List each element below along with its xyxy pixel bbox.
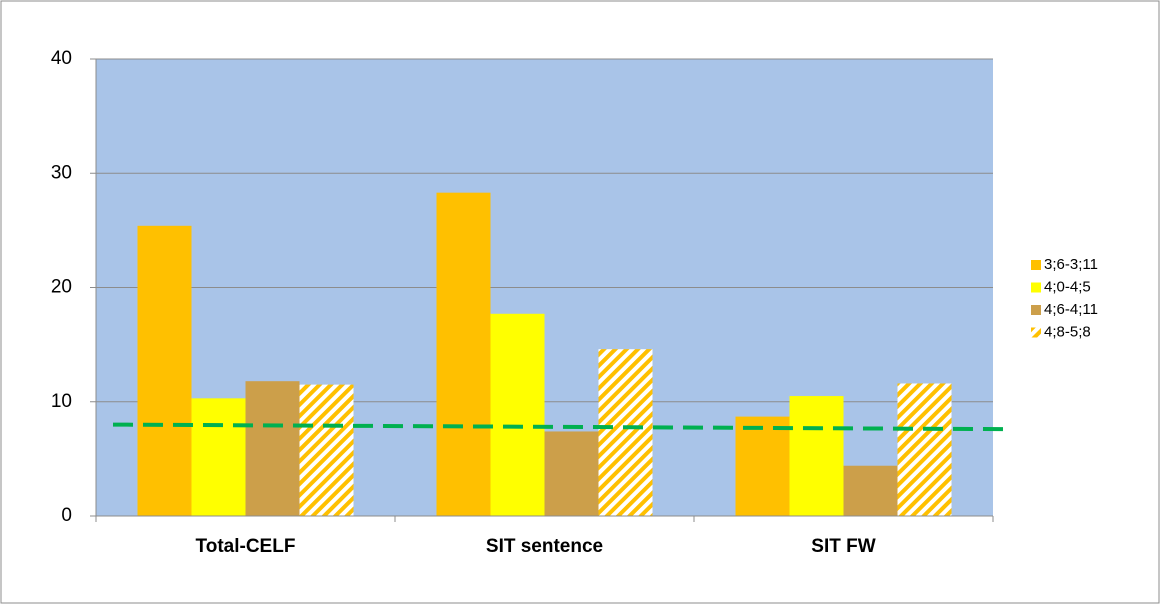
legend-swatch <box>1031 282 1041 293</box>
x-tick-label: SIT FW <box>811 536 875 557</box>
bar <box>490 313 545 516</box>
x-tick-label: SIT sentence <box>486 536 603 557</box>
bar <box>843 465 898 516</box>
legend-swatch <box>1031 305 1041 315</box>
legend-label: 4;6-4;11 <box>1044 301 1098 318</box>
legend-label: 3;6-3;11 <box>1044 256 1098 273</box>
bar <box>598 349 653 516</box>
y-tick-label: 0 <box>61 505 72 526</box>
y-tick-label: 40 <box>51 48 72 69</box>
legend-swatch <box>1031 327 1041 338</box>
bar <box>897 383 952 516</box>
y-tick-label: 20 <box>51 277 72 298</box>
x-tick-label: Total-CELF <box>196 536 296 557</box>
bar <box>245 381 300 516</box>
bar <box>436 192 491 517</box>
legend-label: 4;8-5;8 <box>1044 323 1091 340</box>
bar <box>735 416 790 516</box>
y-tick-label: 30 <box>51 162 72 183</box>
legend-label: 4;0-4;5 <box>1044 278 1091 295</box>
y-tick-label: 10 <box>51 391 72 412</box>
bar <box>544 431 599 516</box>
legend-swatch <box>1031 260 1041 270</box>
bar <box>191 398 246 516</box>
bar <box>789 396 844 516</box>
bar <box>137 225 192 516</box>
bar <box>299 384 354 516</box>
